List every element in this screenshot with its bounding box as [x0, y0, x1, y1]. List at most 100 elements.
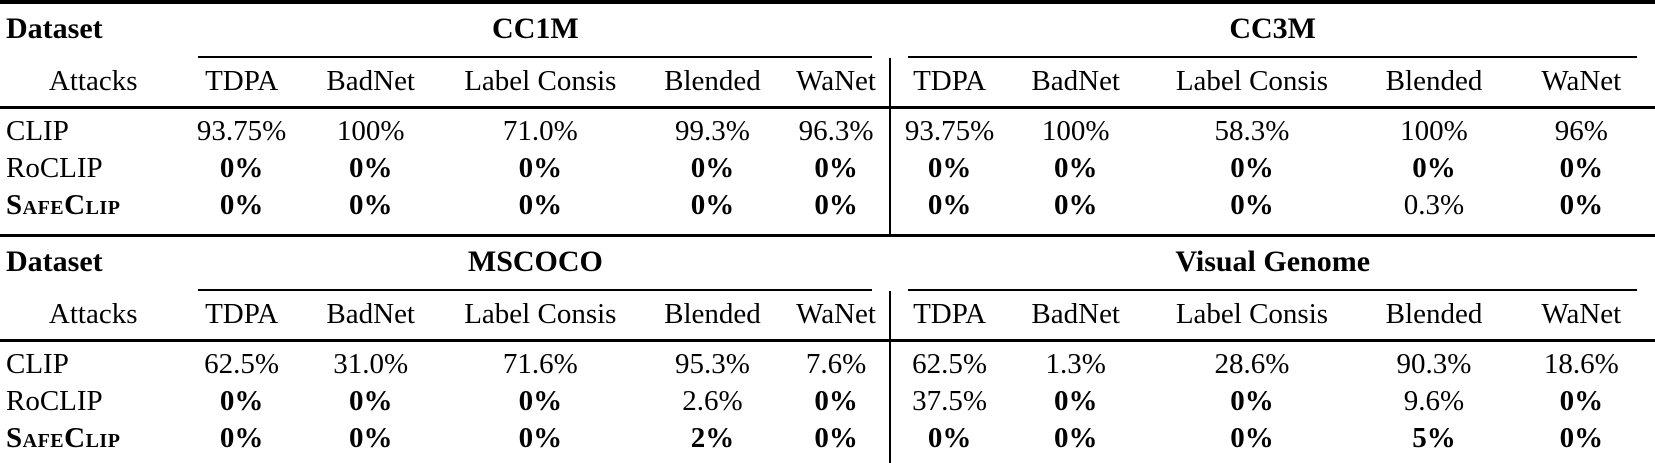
- value-cell: 0%: [1230, 385, 1274, 417]
- group-header-cc3m: CC3M: [890, 2, 1655, 58]
- col-header-blended: Blended: [1360, 291, 1508, 342]
- col-header-wanet: WaNet: [1507, 58, 1655, 109]
- value-cell: 28.6%: [1214, 348, 1290, 380]
- value-cell: 0%: [1559, 385, 1604, 417]
- col-header-badnet: BadNet: [302, 58, 439, 109]
- value-cell: 93.75%: [889, 107, 1008, 150]
- value-cell: 62.5%: [889, 340, 1008, 383]
- col-header-badnet: BadNet: [302, 291, 439, 342]
- value-cell: 96%: [1554, 115, 1608, 147]
- value-cell: 0.3%: [1403, 189, 1465, 221]
- table-row-safeclip: SafeClip 0% 0% 0% 2% 0% 0% 0% 0% 5% 0%: [0, 420, 1655, 463]
- value-cell: 5%: [1412, 422, 1456, 454]
- method-label: CLIP: [6, 115, 69, 147]
- dataset-header-row: Dataset MSCOCO Visual Genome: [0, 236, 1655, 292]
- dataset-header-row: Dataset CC1M CC3M: [0, 2, 1655, 58]
- value-cell: 0%: [814, 385, 858, 417]
- col-header-wanet: WaNet: [782, 291, 891, 342]
- group-header-cc1m: CC1M: [180, 2, 890, 58]
- value-cell: 100%: [336, 115, 405, 147]
- value-cell: 90.3%: [1396, 348, 1472, 380]
- value-cell: 95.3%: [675, 348, 750, 380]
- value-cell: 0%: [348, 422, 393, 454]
- value-cell: 100%: [1400, 115, 1468, 147]
- method-label: RoCLIP: [6, 152, 103, 184]
- value-cell: 0%: [1559, 189, 1604, 221]
- col-header-tdpa: TDPA: [889, 291, 1008, 342]
- value-cell: 0%: [1230, 152, 1274, 184]
- value-cell: 0%: [1053, 152, 1098, 184]
- value-cell: 62.5%: [204, 348, 280, 380]
- value-cell: 0%: [518, 189, 563, 221]
- value-cell: 2.6%: [682, 385, 743, 417]
- value-cell: 31.0%: [333, 348, 409, 380]
- value-cell: 71.6%: [502, 348, 578, 380]
- value-cell: 0%: [518, 152, 563, 184]
- value-cell: 37.5%: [889, 383, 1008, 420]
- col-header-label-consis: Label Consis: [438, 58, 643, 109]
- col-header-blended: Blended: [1360, 58, 1508, 109]
- attacks-label: Attacks: [0, 58, 181, 109]
- method-label: CLIP: [6, 348, 69, 380]
- value-cell: 0%: [518, 385, 563, 417]
- method-label: RoCLIP: [6, 385, 103, 417]
- table-row-roclip: RoCLIP 0% 0% 0% 0% 0% 0% 0% 0% 0% 0%: [0, 150, 1655, 187]
- value-cell: 0%: [1412, 152, 1456, 184]
- col-header-label-consis: Label Consis: [438, 291, 643, 342]
- value-cell: 0%: [348, 385, 393, 417]
- value-cell: 0%: [219, 422, 264, 454]
- col-header-blended: Blended: [642, 58, 783, 109]
- value-cell: 0%: [1053, 385, 1098, 417]
- value-cell: 0%: [348, 189, 393, 221]
- col-header-badnet: BadNet: [1007, 291, 1144, 342]
- value-cell: 71.0%: [502, 115, 578, 147]
- value-cell: 0%: [219, 189, 264, 221]
- col-header-label-consis: Label Consis: [1143, 291, 1361, 342]
- table-row-clip: CLIP 93.75% 100% 71.0% 99.3% 96.3% 93.75…: [0, 107, 1655, 150]
- value-cell: 0%: [1230, 422, 1274, 454]
- value-cell: 0%: [518, 422, 563, 454]
- value-cell: 0%: [690, 189, 735, 221]
- results-table-mscoco-vg: Dataset MSCOCO Visual Genome Attacks TDP…: [0, 234, 1655, 463]
- value-cell: 0%: [1559, 152, 1604, 184]
- col-header-tdpa: TDPA: [889, 58, 1008, 109]
- dataset-label: Dataset: [6, 245, 103, 278]
- value-cell: 9.6%: [1403, 385, 1465, 417]
- col-header-label-consis: Label Consis: [1143, 58, 1361, 109]
- col-header-wanet: WaNet: [782, 58, 891, 109]
- attacks-header-row: Attacks TDPA BadNet Label Consis Blended…: [0, 291, 1655, 342]
- value-cell: 0%: [690, 152, 735, 184]
- group-header-mscoco: MSCOCO: [180, 236, 890, 292]
- attacks-header-row: Attacks TDPA BadNet Label Consis Blended…: [0, 58, 1655, 109]
- value-cell: 1.3%: [1045, 348, 1106, 380]
- value-cell: 100%: [1041, 115, 1110, 147]
- value-cell: 0%: [1230, 189, 1274, 221]
- value-cell: 96.3%: [798, 115, 874, 147]
- value-cell: 0%: [1053, 189, 1098, 221]
- table-row-safeclip: SafeClip 0% 0% 0% 0% 0% 0% 0% 0% 0.3% 0%: [0, 187, 1655, 234]
- method-label: SafeClip: [6, 422, 121, 454]
- value-cell: 93.75%: [196, 115, 287, 147]
- value-cell: 0%: [814, 152, 858, 184]
- table-row-clip: CLIP 62.5% 31.0% 71.6% 95.3% 7.6% 62.5% …: [0, 340, 1655, 383]
- value-cell: 0%: [889, 420, 1008, 463]
- value-cell: 0%: [814, 189, 858, 221]
- results-table-cc1m-cc3m: Dataset CC1M CC3M Attacks TDPA BadNet La…: [0, 0, 1655, 234]
- value-cell: 2%: [690, 422, 735, 454]
- col-header-badnet: BadNet: [1007, 58, 1144, 109]
- col-header-blended: Blended: [642, 291, 783, 342]
- value-cell: 18.6%: [1543, 348, 1619, 380]
- value-cell: 58.3%: [1214, 115, 1290, 147]
- value-cell: 0%: [1053, 422, 1098, 454]
- value-cell: 0%: [1559, 422, 1604, 454]
- col-header-wanet: WaNet: [1507, 291, 1655, 342]
- value-cell: 0%: [219, 385, 264, 417]
- col-header-tdpa: TDPA: [180, 58, 303, 109]
- value-cell: 0%: [219, 152, 264, 184]
- col-header-tdpa: TDPA: [180, 291, 303, 342]
- value-cell: 99.3%: [675, 115, 750, 147]
- value-cell: 0%: [348, 152, 393, 184]
- group-header-visual-genome: Visual Genome: [890, 236, 1655, 292]
- value-cell: 0%: [889, 150, 1008, 187]
